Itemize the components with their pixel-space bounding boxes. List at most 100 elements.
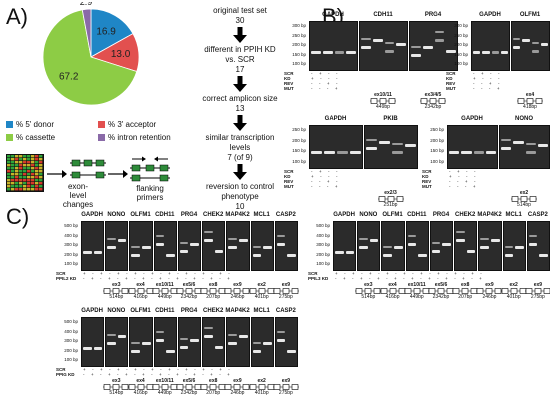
gel-c2-band-6-1 (490, 238, 500, 242)
gel-c3-band-7-1 (263, 342, 272, 346)
gel-c1-band-3-1 (166, 254, 175, 258)
gel-c1-exon-0: ex3 (112, 282, 121, 288)
gel-c3-marks-0: + - + - + - + - + - + - + - + - + - (83, 367, 233, 372)
gel-c3-title-5: CHEK2 (203, 308, 224, 314)
gel-c2-band2-8-0 (528, 234, 538, 237)
gel-b2-band-1-3 (540, 42, 548, 46)
gel-c3-band2-8-0 (276, 330, 286, 333)
gel-c2-band-1-1 (369, 238, 379, 242)
gel-c1-exon-4: ex8 (209, 282, 218, 288)
gel-c3-gel-1 (105, 317, 129, 367)
gel-c1-exon-6: ex2 (257, 282, 266, 288)
gel-c3-gel-8 (274, 317, 298, 367)
gel-b1-band-0-0 (311, 50, 321, 54)
gel-b3-gel-0 (309, 125, 363, 169)
gel-b2-band-0-3 (500, 50, 508, 54)
gel-b1-row-0: SCR (284, 71, 294, 76)
gel-c3-title-6: MAP4K2 (225, 308, 250, 314)
gel-b4-gel-0 (447, 125, 498, 169)
pie-slice-label-1: 13.0 (111, 49, 131, 60)
gel-c1-ladder-0: 500 bp (64, 223, 78, 228)
gel-c1-band2-2-0 (131, 246, 141, 249)
gel-b2-marks-1: + - - - (473, 76, 503, 81)
gel-c3-band-7-0 (252, 350, 262, 354)
gel-c2-band-7-1 (515, 246, 524, 250)
gel-c2-ladder-1: 400 bp (316, 232, 330, 238)
legend-swatch-intron (98, 134, 105, 141)
gel-c1-band-4-0 (179, 250, 189, 254)
gel-b1-band-0-1 (322, 50, 333, 54)
gel-c3-band-8-0 (276, 338, 286, 342)
workflow-arrow-1 (47, 170, 67, 178)
gel-b2-band-1-1 (522, 38, 530, 42)
flow-step-4-label: reversion to control phenotype (205, 182, 275, 201)
gel-b3-band-0-3 (350, 151, 361, 155)
gel-c1-gel-1 (105, 221, 129, 271)
legend-label-cassette: % cassette (16, 133, 56, 142)
pie-slice-label-0: 16.9 (96, 26, 116, 37)
gel-b1-band-1-3 (396, 42, 406, 46)
gel-b4-title-0: GAPDH (461, 116, 483, 122)
gel-b3-gel-1 (364, 125, 418, 169)
gel-b2-ladder-4: 100 bp (454, 61, 468, 66)
gel-b4-band-0-2 (473, 151, 484, 155)
gel-b2-gel-1 (511, 21, 550, 71)
gel-c2-marks-1: - + - + - + - + - + - + - + - + - + (335, 276, 485, 281)
gel-c1-band-3-0 (155, 242, 165, 246)
gel-c1-size-4: 207bp (206, 294, 221, 300)
gel-b2-ladder-3: 150 bp (454, 51, 468, 57)
gel-c2-title-2: OLFM1 (382, 212, 403, 218)
gel-b3-marks-0: - + - - (311, 169, 341, 174)
gel-c2-title-8: CASP2 (527, 212, 548, 218)
pie-slice-3 (81, 8, 92, 58)
gel-c1-title-3: CDH11 (155, 212, 175, 218)
gel-c3-size-6: 401bp (254, 390, 269, 396)
gel-b1-band-1-1 (372, 38, 383, 42)
gel-c3-ladder-3: 200 bp (64, 347, 78, 353)
gel-c1-band-2-0 (131, 254, 141, 258)
gel-c1-gel-5 (202, 221, 226, 271)
gel-c2-exon-icon-1 (379, 288, 406, 294)
gel-c2-exon-1: ex4 (388, 282, 397, 288)
gel-c3-gel-3 (153, 317, 177, 367)
gel-b3-band-0-1 (324, 151, 335, 155)
gel-b1-band2-2-0 (411, 46, 421, 49)
gel-b4-marks-1: + - - - (449, 174, 479, 179)
gel-b4-band-1-0 (501, 147, 512, 151)
gel-b3-row-0: SCR (284, 169, 294, 174)
gel-b4-exon-0: ex2 (519, 190, 529, 196)
gel-c3-band-0-1 (93, 346, 103, 350)
gel-c1-band2-6-0 (228, 238, 237, 241)
gel-c1-band-6-0 (228, 246, 237, 250)
gel-c3-exon-0: ex3 (112, 378, 121, 384)
gel-b3-band-0-0 (311, 151, 322, 155)
gel-c1-exon-3: ex5/6 (182, 282, 196, 288)
gel-c1-gel-4 (177, 221, 202, 271)
gel-c3-size-0: 514bp (109, 390, 124, 396)
gel-c1-exon-icon-2 (151, 288, 178, 294)
exon-level-label: exon- level changes (62, 182, 94, 209)
gel-c3-band2-1-0 (107, 334, 116, 337)
gel-c2-band2-2-0 (383, 246, 393, 249)
gel-c1-band2-4-0 (179, 242, 189, 245)
gel-c2-title-6: MAP4K2 (477, 212, 502, 218)
gel-c2-band-8-0 (528, 242, 538, 246)
gel-c1-band2-7-0 (252, 246, 262, 249)
flow-down-arrow-2 (233, 115, 247, 131)
gel-c1-band2-8-0 (276, 234, 286, 237)
gel-c3-exon-icon-1 (127, 384, 154, 390)
gel-c3-size-4: 207bp (206, 390, 221, 396)
gel-b3-row-1: KD (284, 174, 291, 179)
gel-c1-row-0: SCR (56, 271, 66, 276)
gel-b1-marks-1: + - - - (311, 76, 341, 81)
gel-c3-band-4-1 (190, 338, 200, 342)
gel-b3-title-1: PKIB (383, 116, 398, 122)
gel-c1-gel-3 (153, 221, 177, 271)
gel-c3-band2-7-0 (252, 342, 262, 345)
gel-c2-band-0-0 (335, 250, 344, 254)
gel-c2-exon-4: ex8 (461, 282, 470, 288)
gel-b3-band-1-2 (392, 150, 403, 154)
gel-c1-band2-3-0 (155, 234, 165, 237)
gel-b2-marks-2: - - + - (473, 81, 503, 86)
gel-c2-band-4-0 (431, 250, 441, 254)
